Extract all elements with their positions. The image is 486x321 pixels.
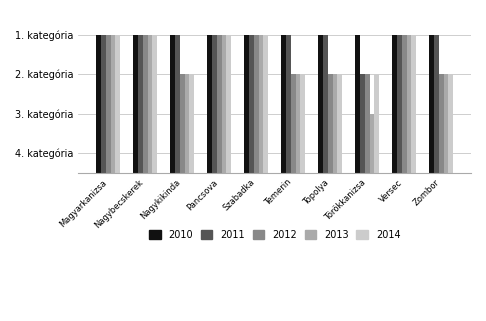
Bar [411, 35, 416, 173]
Bar [332, 74, 337, 173]
Bar [392, 35, 397, 173]
Bar [369, 114, 374, 173]
Bar [323, 35, 328, 173]
Bar [133, 35, 138, 173]
Bar [449, 74, 453, 173]
Bar [217, 35, 222, 173]
Bar [397, 35, 402, 173]
Bar [96, 35, 101, 173]
Bar [207, 35, 212, 173]
Bar [254, 35, 259, 173]
Bar [244, 35, 249, 173]
Bar [185, 74, 190, 173]
Legend: 2010, 2011, 2012, 2013, 2014: 2010, 2011, 2012, 2013, 2014 [145, 226, 404, 244]
Bar [360, 74, 365, 173]
Bar [101, 35, 106, 173]
Bar [355, 35, 360, 173]
Bar [444, 74, 449, 173]
Bar [212, 35, 217, 173]
Bar [190, 74, 194, 173]
Bar [328, 74, 332, 173]
Bar [291, 74, 295, 173]
Bar [170, 35, 175, 173]
Bar [281, 35, 286, 173]
Bar [300, 74, 305, 173]
Bar [175, 35, 180, 173]
Bar [116, 35, 120, 173]
Bar [249, 35, 254, 173]
Bar [143, 35, 148, 173]
Bar [138, 35, 143, 173]
Bar [222, 35, 226, 173]
Bar [153, 35, 157, 173]
Bar [111, 35, 116, 173]
Bar [106, 35, 111, 173]
Bar [295, 74, 300, 173]
Bar [402, 35, 407, 173]
Bar [226, 35, 231, 173]
Bar [259, 35, 263, 173]
Bar [263, 35, 268, 173]
Bar [434, 35, 439, 173]
Bar [148, 35, 153, 173]
Bar [180, 74, 185, 173]
Bar [318, 35, 323, 173]
Bar [286, 35, 291, 173]
Bar [439, 74, 444, 173]
Bar [365, 74, 369, 173]
Bar [407, 35, 411, 173]
Bar [374, 74, 379, 173]
Bar [337, 74, 342, 173]
Bar [429, 35, 434, 173]
